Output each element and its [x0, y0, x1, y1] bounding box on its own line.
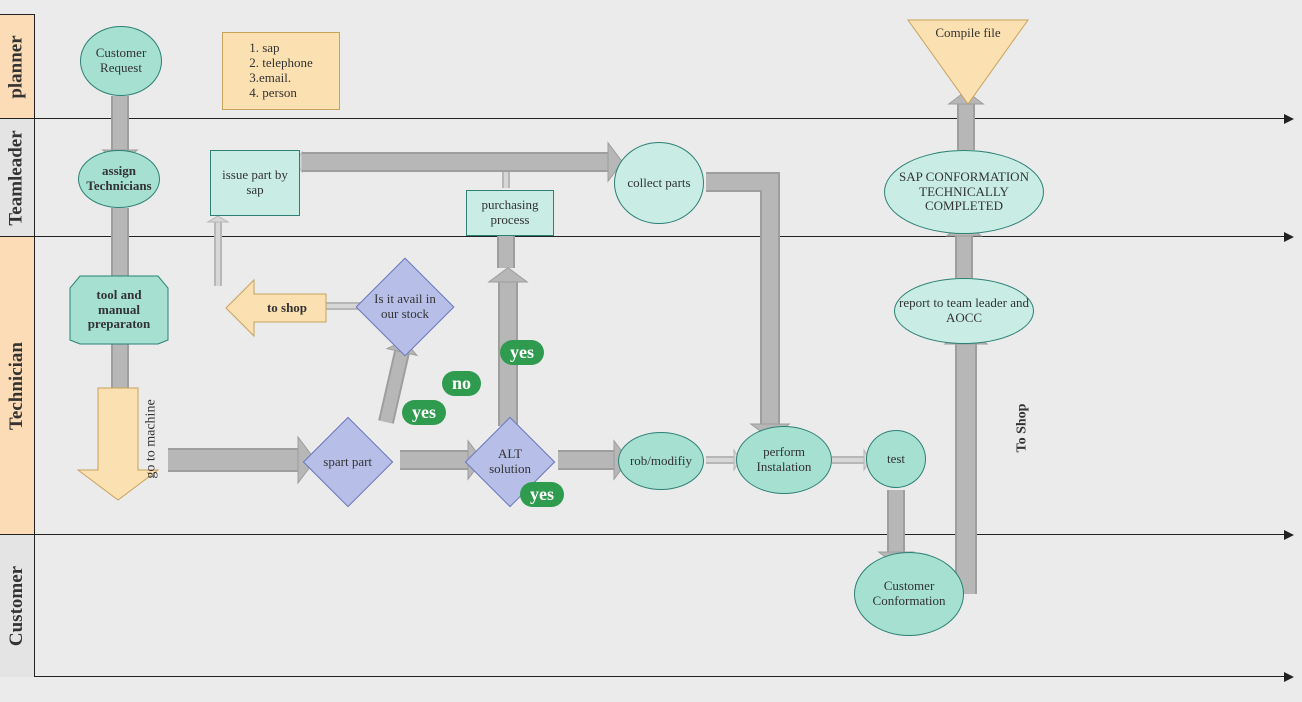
arrow — [832, 450, 870, 470]
arrows-layer — [0, 0, 1302, 702]
node-customer_request: Customer Request — [80, 26, 162, 96]
lane-label-planner: planner — [0, 14, 35, 119]
decision-label-yes3: yes — [520, 482, 564, 507]
node-collect_parts: collect parts — [614, 142, 704, 224]
node-assign: assign Technicians — [78, 150, 160, 208]
node-note: 1. sap 2. telephone 3.email. 4. person — [222, 32, 340, 110]
arrow — [103, 344, 138, 401]
node-to_shop2: To Shop — [1014, 404, 1030, 453]
node-rob_modify: rob/modifiy — [618, 432, 704, 490]
lane-label-teamleader: Teamleader — [0, 118, 35, 237]
node-avail_stock: Is it avail in our stock — [356, 258, 455, 357]
node-test: test — [866, 430, 926, 488]
node-go_machine: go to machine — [144, 399, 160, 478]
node-perform_install: perform Instalation — [736, 426, 832, 494]
node-report_team: report to team leader and AOCC — [894, 278, 1034, 344]
node-purchasing: purchasing process — [466, 190, 554, 236]
arrow — [706, 450, 740, 470]
arrow — [945, 328, 987, 594]
arrow — [168, 437, 315, 483]
node-to_shop: to shop — [248, 280, 326, 336]
arrow — [296, 152, 506, 188]
node-sap_conf: SAP CONFORMATION TECHNICALLY COMPLETED — [884, 150, 1044, 234]
lane-divider — [34, 534, 1292, 535]
decision-label-yes1: yes — [402, 400, 446, 425]
lane-divider — [34, 236, 1292, 237]
lane-divider — [34, 676, 1292, 677]
node-customer_conf: Customer Conformation — [854, 552, 964, 636]
lane-label-technician: Technician — [0, 236, 35, 535]
node-compile_file: Compile file — [908, 22, 1028, 44]
lane-divider — [34, 118, 1292, 119]
arrow — [706, 182, 789, 438]
arrow — [949, 91, 984, 150]
node-spart_part: spart part — [303, 417, 394, 508]
arrow — [208, 216, 228, 286]
swimlane-diagram: plannerTeamleaderTechnicianCustomer Custo… — [0, 0, 1302, 702]
node-issue_part: issue part by sap — [210, 150, 300, 216]
lane-label-customer: Customer — [0, 534, 35, 677]
node-tool_prep: tool and manual preparaton — [70, 276, 168, 344]
arrow — [302, 143, 622, 181]
decision-label-yes2: yes — [500, 340, 544, 365]
decision-label-no1: no — [442, 371, 481, 396]
